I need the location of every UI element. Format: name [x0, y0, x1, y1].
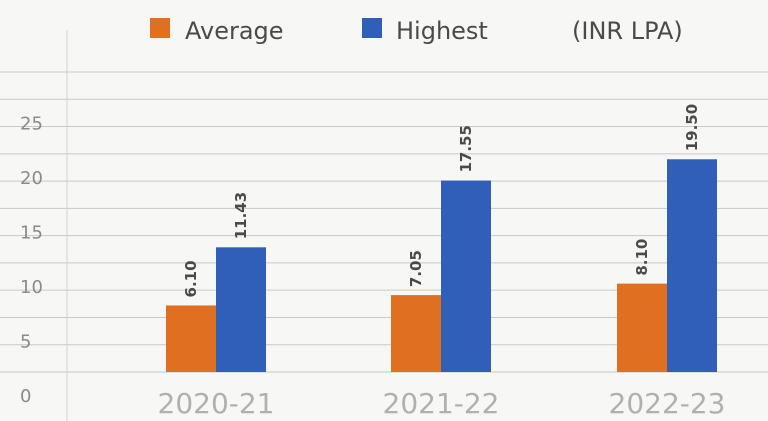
x-category-label: 2022-23 — [609, 387, 726, 420]
y-tick-label: 10 — [20, 277, 43, 298]
bar-highest — [441, 180, 491, 372]
legend: Average Highest (INR LPA) — [150, 17, 683, 45]
bar-highest — [216, 247, 266, 372]
y-tick-label: 20 — [20, 168, 43, 189]
bar-highest — [667, 159, 717, 372]
bar-average — [166, 305, 216, 372]
x-category-label: 2021-22 — [383, 387, 500, 420]
label-layer: 6.10 11.43 2020-21 7.05 17.55 2021-22 8.10 19.5… — [158, 104, 726, 420]
y-tick-label: 0 — [20, 386, 31, 407]
x-category-label: 2020-21 — [158, 387, 275, 420]
data-label-highest: 17.55 — [457, 125, 475, 172]
bar-average — [617, 283, 667, 372]
y-tick-label: 5 — [20, 331, 31, 352]
axis-layer: 0 5 10 15 20 25 — [20, 30, 68, 421]
y-tick-label: 15 — [20, 222, 43, 243]
legend-unit: (INR LPA) — [572, 17, 683, 45]
legend-swatch-average — [150, 18, 170, 38]
bar-average — [391, 295, 441, 372]
data-label-average: 8.10 — [633, 239, 651, 276]
legend-label-average: Average — [185, 17, 284, 45]
legend-label-highest: Highest — [396, 17, 488, 45]
data-label-highest: 11.43 — [232, 192, 250, 239]
legend-swatch-highest — [362, 18, 382, 38]
data-label-average: 6.10 — [182, 260, 200, 297]
grid-layer — [0, 71, 768, 373]
y-tick-label: 25 — [20, 113, 43, 134]
data-label-highest: 19.50 — [683, 104, 701, 151]
data-label-average: 7.05 — [407, 250, 425, 287]
bar-layer — [166, 159, 717, 372]
